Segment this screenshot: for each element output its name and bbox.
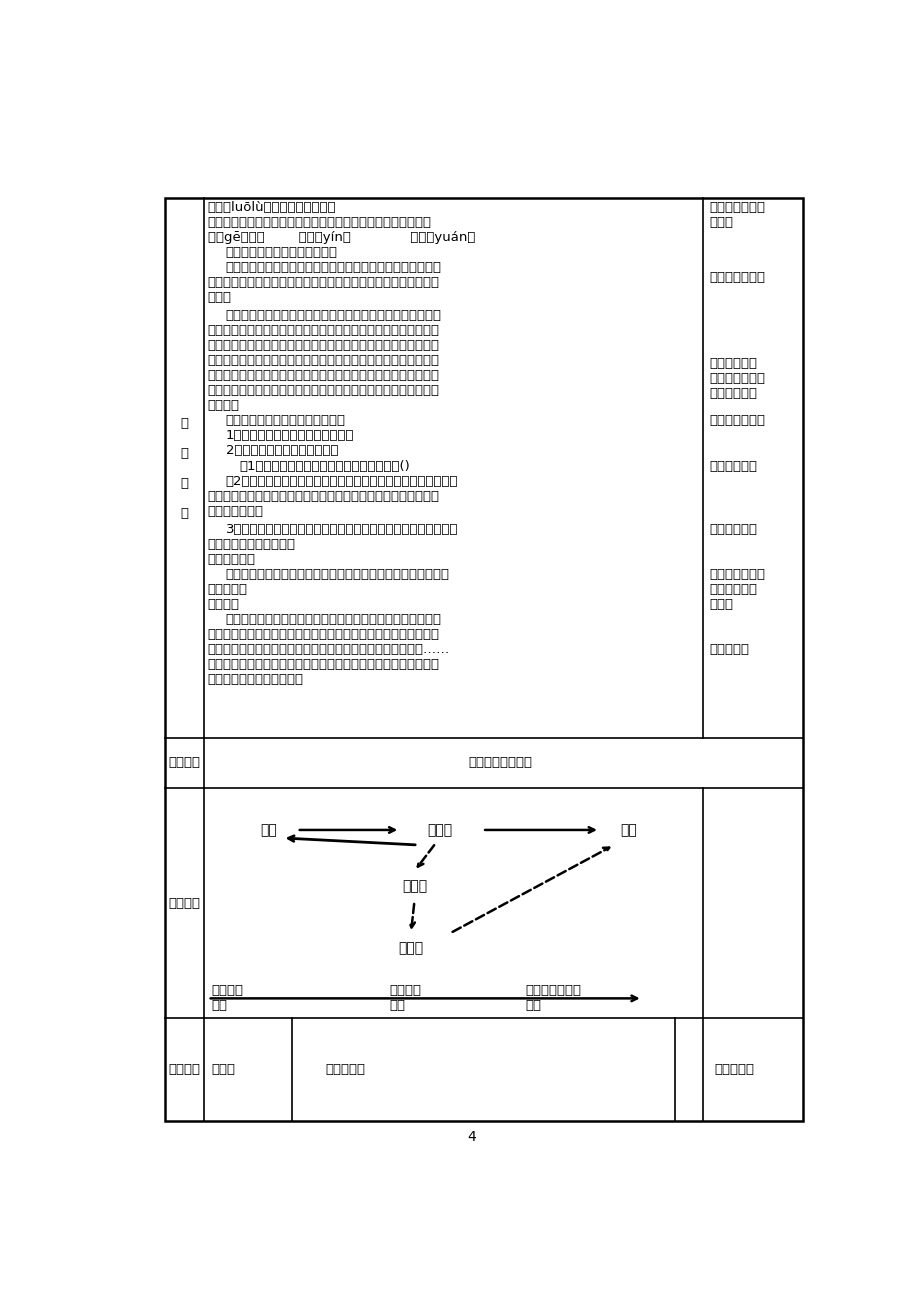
Text: （1）青海湖、月牙泉正在上演怎样的悲剧？(): （1）青海湖、月牙泉正在上演怎样的悲剧？()	[240, 460, 410, 473]
Text: 裸露（luōlù）：没有东西遮盖。: 裸露（luōlù）：没有东西遮盖。	[208, 201, 336, 214]
Text: 板书设计: 板书设计	[168, 897, 200, 910]
Text: 形象: 形象	[389, 999, 405, 1012]
Text: 四、小结: 四、小结	[208, 598, 240, 611]
Text: 教学后记: 教学后记	[168, 1062, 200, 1075]
Text: 作者在调查研究、实地考察、查阅资料上是下了一番功夫的，: 作者在调查研究、实地考察、查阅资料上是下了一番功夫的，	[225, 309, 441, 322]
Text: 教学得失：: 教学得失：	[325, 1062, 365, 1075]
Text: 环保意识: 环保意识	[389, 984, 421, 997]
Text: 3、要求学生在文中划出直接表达作者忧患意识的句子。进一步明: 3、要求学生在文中划出直接表达作者忧患意识的句子。进一步明	[225, 522, 458, 535]
Text: 理性的认识。: 理性的认识。	[709, 387, 756, 400]
Text: 生动: 生动	[525, 999, 540, 1012]
Text: 叙述事实、列举数据都真实可靠。但是报告文学不同于调查研究报: 叙述事实、列举数据都真实可靠。但是报告文学不同于调查研究报	[208, 324, 439, 337]
Text: 2、组织学习思考、回答问题：: 2、组织学习思考、回答问题：	[225, 444, 337, 457]
Text: 当堂完成，及时: 当堂完成，及时	[709, 201, 764, 214]
Text: 月牙泉: 月牙泉	[398, 941, 423, 956]
Text: 文，让学生有感: 文，让学生有感	[709, 372, 764, 385]
Text: 者的思想感情。: 者的思想感情。	[208, 505, 264, 518]
Text: 惜之情。: 惜之情。	[208, 400, 240, 413]
Text: 1、找一位学生读课文的最后三段。: 1、找一位学生读课文的最后三段。	[225, 430, 354, 443]
Text: （2）作者引用了具体数据，告诉人们同样的悲剧仍在继续，呼呼: （2）作者引用了具体数据，告诉人们同样的悲剧仍在继续，呼呼	[225, 474, 458, 487]
Text: 荒漠: 荒漠	[619, 823, 636, 837]
Text: 教

学

过

程: 教 学 过 程	[180, 417, 188, 519]
Text: 训练语言表达: 训练语言表达	[709, 583, 756, 596]
Text: 情性。: 情性。	[208, 292, 232, 305]
Text: 栖息地，是幸福的源泉。如果家没有了，那我们还能剩下什么？我: 栖息地，是幸福的源泉。如果家没有了，那我们还能剩下什么？我	[208, 628, 439, 641]
Text: 写了今日罗布泊，特别是对枯死的胡杨林的描绘，对罗布泊荒漠的: 写了今日罗布泊，特别是对枯死的胡杨林的描绘，对罗布泊荒漠的	[208, 370, 439, 383]
Text: 戈（gē）壁滩        无垠（yín）              边缘（yuán）: 戈（gē）壁滩 无垠（yín） 边缘（yuán）	[208, 230, 474, 243]
Text: 诉说什么？: 诉说什么？	[208, 583, 247, 596]
Text: 能力。: 能力。	[709, 598, 732, 611]
Text: 订正。: 订正。	[709, 216, 732, 229]
Text: 三、说话训练: 三、说话训练	[208, 553, 255, 566]
Text: 作业情况：: 作业情况：	[713, 1062, 753, 1075]
Text: 教师点拨介绍。: 教师点拨介绍。	[709, 271, 764, 284]
Text: 本文是一篇报告文学。报告文学兼有文学和新闻两种特点。新: 本文是一篇报告文学。报告文学兼有文学和新闻两种特点。新	[225, 260, 441, 273]
Text: 布置作业: 布置作业	[168, 756, 200, 769]
Text: 告，是富有文学性的。即使引用史书，引用前人著作，也注重形象: 告，是富有文学性的。即使引用史书，引用前人著作，也注重形象	[208, 340, 439, 353]
Text: 境，保护我们自己的家园。: 境，保护我们自己的家园。	[208, 673, 303, 686]
Text: 人类行动起来，制止生态恶化。引导学生把数据整理出来并体会作: 人类行动起来，制止生态恶化。引导学生把数据整理出来并体会作	[208, 490, 439, 503]
Text: （三）介绍报告文学的文体特征: （三）介绍报告文学的文体特征	[225, 246, 337, 259]
Text: 罗布泊: 罗布泊	[426, 823, 451, 837]
Bar	[165, 198, 802, 1121]
Text: 可持续发展意识: 可持续发展意识	[525, 984, 580, 997]
Text: 同学们：让我们从现在开始，从自我做起，维护生态平衡，保护环: 同学们：让我们从现在开始，从自我做起，维护生态平衡，保护环	[208, 658, 439, 671]
Text: 要求读出感情。: 要求读出感情。	[709, 414, 764, 427]
Text: 相当于小结课: 相当于小结课	[709, 357, 756, 370]
Text: 假如你是一位世纪老人，见证了罗布泊的百年沧桑，你将向人们: 假如你是一位世纪老人，见证了罗布泊的百年沧桑，你将向人们	[225, 568, 449, 581]
Text: （四）理解作者强烈的忧患意识。: （四）理解作者强烈的忧患意识。	[225, 414, 346, 427]
Text: 考勤：: 考勤：	[211, 1062, 235, 1075]
Text: 青海湖: 青海湖	[402, 879, 426, 893]
Text: 沧海桑田：大海变成农田，农田变成大海。比喻世界变化很大。: 沧海桑田：大海变成农田，农田变成大海。比喻世界变化很大。	[208, 216, 431, 229]
Text: 训练复述能力: 训练复述能力	[709, 460, 756, 473]
Text: 4: 4	[467, 1130, 475, 1143]
Text: 真实: 真实	[211, 999, 227, 1012]
Text: 仙湖: 仙湖	[260, 823, 277, 837]
Text: 学生讨论交流: 学生讨论交流	[709, 522, 756, 535]
Text: 闻的特点要求真实，文学的特点则要求艺术加工，讲究形象性、抒: 闻的特点要求真实，文学的特点则要求艺术加工，讲究形象性、抒	[208, 276, 439, 289]
Text: 地球是我们人类共有的家园。家是一个温馨的字眼，是灵魂的: 地球是我们人类共有的家园。家是一个温馨的字眼，是灵魂的	[225, 613, 441, 626]
Text: 生态意识: 生态意识	[211, 984, 243, 997]
Text: 描绘，运用拟人、比喻等手法，写得形象鲜明，情境凸现，饱含痛: 描绘，运用拟人、比喻等手法，写得形象鲜明，情境凸现，饱含痛	[208, 384, 439, 397]
Text: 的描绘，让人回到遥远的过去，有身临其境的感觉。作者形象地描: 的描绘，让人回到遥远的过去，有身临其境的感觉。作者形象地描	[208, 354, 439, 367]
Text: 们有理由相信：天会变得更蓝，树会变得更绿，水会变得更清……: 们有理由相信：天会变得更蓝，树会变得更绿，水会变得更清……	[208, 643, 449, 656]
Text: 相应的资料练习。: 相应的资料练习。	[468, 756, 531, 769]
Text: 课外完成。: 课外完成。	[709, 643, 748, 656]
Text: 学生各自发言，: 学生各自发言，	[709, 568, 764, 581]
Text: 确作者充满了忧患意识。: 确作者充满了忧患意识。	[208, 538, 295, 551]
